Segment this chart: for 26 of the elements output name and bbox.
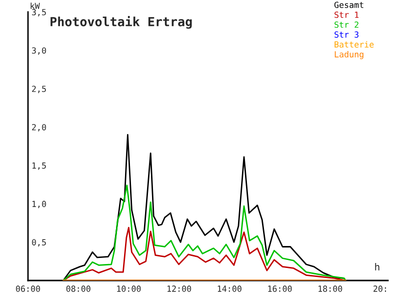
line-series xyxy=(62,226,346,280)
x-tick-label: 20: xyxy=(374,286,386,292)
y-tick-label: 3,0 xyxy=(32,47,46,55)
y-tick-label: 2,5 xyxy=(32,86,46,94)
line-series xyxy=(62,184,346,280)
legend-label: Str 3 xyxy=(334,31,358,38)
y-tick-label: 2,0 xyxy=(32,124,46,132)
text: Gesamt xyxy=(334,2,364,8)
text: Ladung xyxy=(334,51,364,60)
text: Str 2 xyxy=(334,21,358,28)
text: Str 1 xyxy=(334,12,359,18)
x-tick-label: 18:00 xyxy=(318,286,342,292)
x-tick-label: 10:00 xyxy=(117,286,141,292)
y-tick-label: 3,5 xyxy=(32,9,46,16)
y-tick-label: 0,5 xyxy=(32,239,46,246)
x-tick-label: 16:00 xyxy=(268,286,292,292)
x-axis-title: h xyxy=(375,263,380,270)
chart-title: Photovoltaik Ertrag xyxy=(50,16,192,29)
x-tick-label: 08:00 xyxy=(66,286,90,292)
y-tick-label: 1,0 xyxy=(32,200,46,208)
x-tick-label: 12:00 xyxy=(168,286,192,292)
x-tick-label: 06:00 xyxy=(16,286,40,292)
y-tick-label: 1,5 xyxy=(32,162,46,170)
y-axis-title: kW xyxy=(30,2,40,9)
legend-label: Batterie xyxy=(334,41,374,48)
x-tick-label: 14:00 xyxy=(218,286,242,292)
